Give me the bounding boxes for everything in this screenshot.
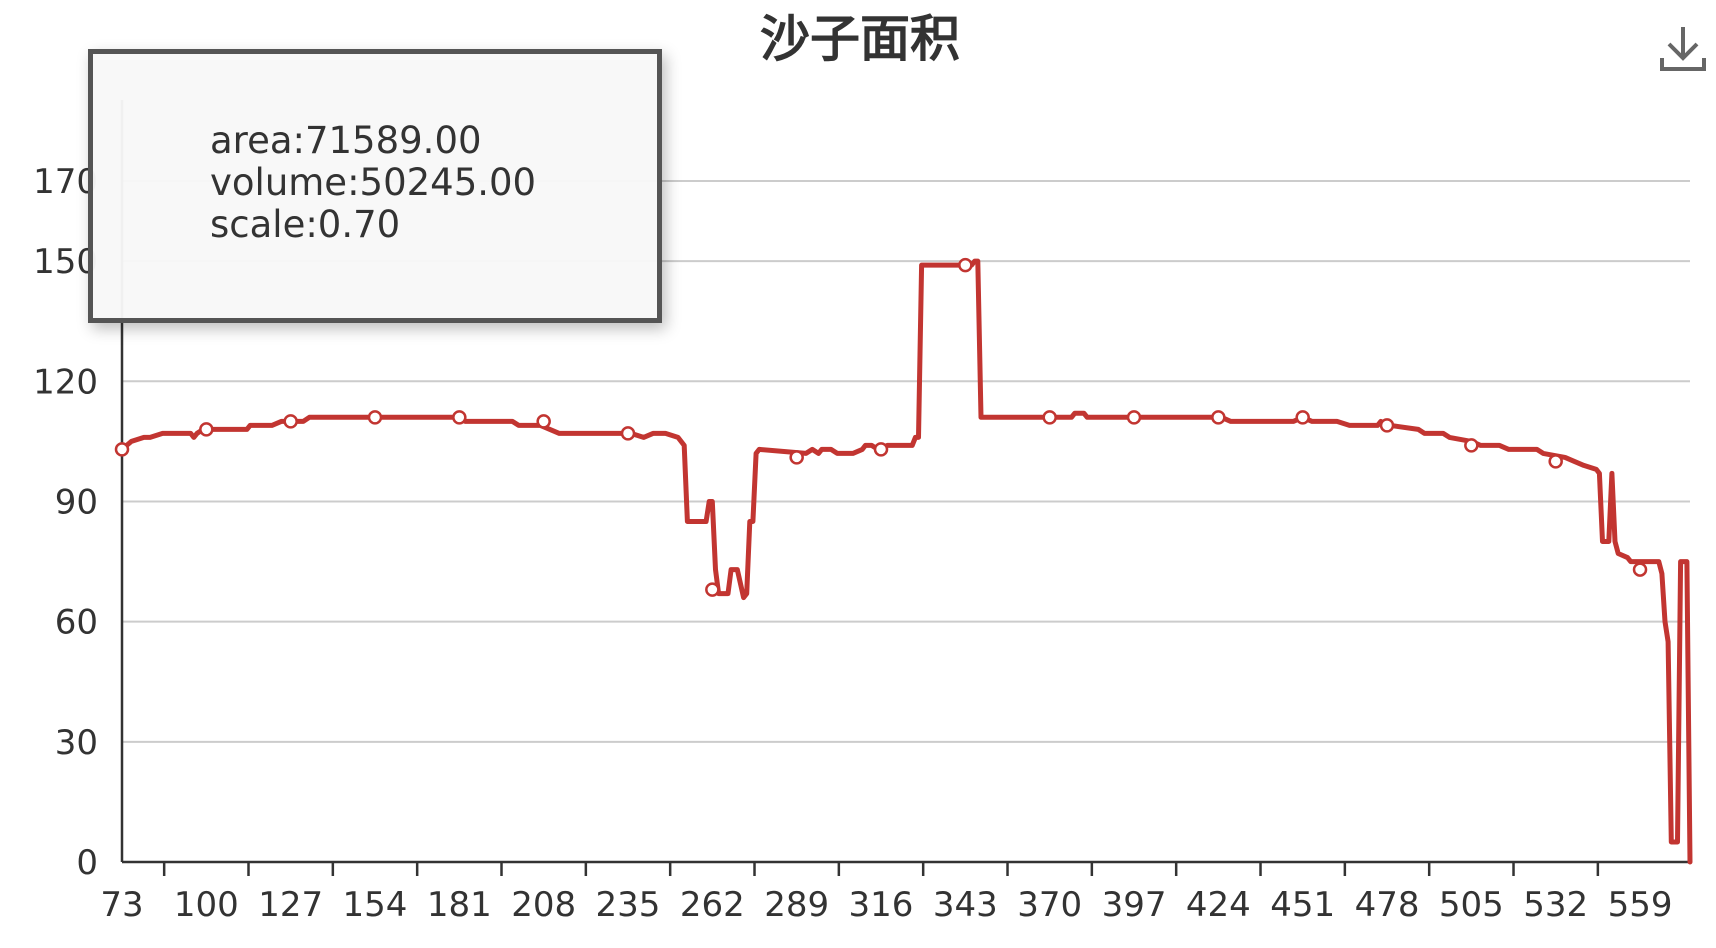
data-point [1548, 454, 1563, 469]
data-point [283, 414, 298, 429]
x-tick-label: 559 [1608, 885, 1673, 925]
y-tick-label: 30 [55, 723, 98, 763]
download-icon[interactable] [1658, 24, 1708, 74]
y-tick-label: 60 [55, 603, 98, 643]
x-tick-label: 370 [1017, 885, 1082, 925]
y-tick-label: 120 [33, 362, 98, 402]
x-tick-label: 289 [764, 885, 829, 925]
data-point [789, 450, 804, 465]
x-tick-label: 532 [1523, 885, 1588, 925]
y-tick-label: 0 [76, 843, 98, 883]
data-point [1464, 438, 1479, 453]
x-tick-label: 127 [258, 885, 323, 925]
x-tick-label: 208 [511, 885, 576, 925]
x-tick-label: 154 [343, 885, 408, 925]
data-point [367, 410, 383, 425]
tooltip-volume: volume:50245.00 [210, 161, 537, 204]
data-point [199, 422, 214, 437]
y-tick-label: 170 [33, 162, 98, 202]
y-tick-label: 90 [55, 482, 98, 522]
x-tick-label: 505 [1439, 885, 1504, 925]
data-point [1211, 410, 1226, 425]
y-axis-labels: 0 30 60 90 120 150 170 [33, 162, 98, 883]
x-tick-label: 262 [680, 885, 745, 925]
tooltip-scale: scale:0.70 [210, 203, 401, 246]
data-point [873, 442, 889, 457]
x-tick-label: 424 [1186, 885, 1251, 925]
data-point [705, 582, 720, 597]
x-tick-label: 100 [174, 885, 239, 925]
x-tick-label: 316 [849, 885, 914, 925]
data-point [1042, 410, 1057, 425]
grid-lines [122, 180, 1690, 743]
series-line [119, 258, 1693, 865]
tooltip: area:71589.00 volume:50245.00 scale:0.70 [88, 49, 662, 323]
x-tick-label: 397 [1102, 885, 1167, 925]
x-tick-label: 478 [1355, 885, 1420, 925]
series-markers[interactable] [114, 257, 1648, 597]
x-tick-label: 181 [427, 885, 492, 925]
chart-title: 沙子面积 [760, 10, 960, 68]
x-tick-label: 451 [1270, 885, 1335, 925]
y-tick-label: 150 [33, 242, 98, 282]
data-point [536, 414, 551, 429]
data-point [1295, 410, 1310, 425]
data-point [620, 426, 636, 441]
series-lines[interactable] [119, 258, 1693, 865]
data-point [452, 410, 467, 425]
data-point [1632, 562, 1648, 577]
x-tick-label: 73 [100, 885, 143, 925]
x-tick-label: 235 [596, 885, 661, 925]
x-tick-label: 343 [933, 885, 998, 925]
tooltip-area: area:71589.00 [210, 119, 482, 162]
data-point [114, 442, 130, 457]
data-point [958, 257, 973, 273]
data-point [1379, 418, 1395, 433]
tooltip-content: area:71589.00 volume:50245.00 scale:0.70 [210, 120, 536, 246]
data-point [1126, 410, 1142, 425]
download-button[interactable] [1658, 24, 1708, 74]
